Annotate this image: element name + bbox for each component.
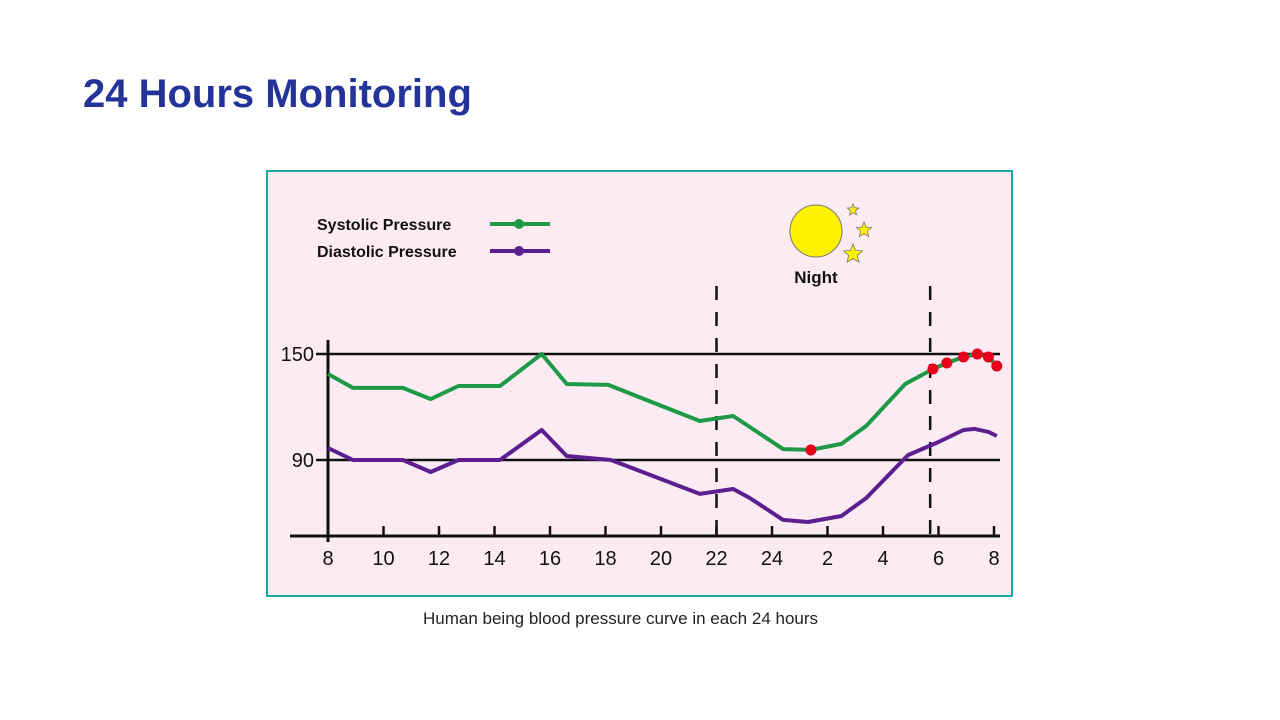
highlight-point [957, 351, 969, 363]
night-icon: Night [789, 202, 873, 287]
highlight-point [927, 363, 939, 375]
x-tick-label: 4 [877, 548, 888, 570]
x-tick-label: 24 [761, 548, 783, 570]
x-tick-label: 2 [822, 548, 833, 570]
star-icon [846, 202, 860, 216]
x-tick-label: 20 [650, 548, 672, 570]
y-tick-label: 150 [281, 344, 314, 366]
star-icon [855, 220, 873, 238]
x-tick-label: 12 [428, 548, 450, 570]
highlight-point [805, 444, 817, 456]
systolic-line [327, 352, 999, 452]
chart-frame: Systolic Pressure Diastolic Pressure Nig… [266, 170, 1013, 597]
highlight-point [971, 348, 983, 360]
blood-pressure-chart: Systolic Pressure Diastolic Pressure Nig… [281, 202, 1003, 570]
legend: Systolic Pressure Diastolic Pressure [317, 217, 550, 261]
x-tick-label: 8 [322, 548, 333, 570]
moon-icon [789, 204, 843, 258]
highlight-point [991, 360, 1003, 372]
x-tick-label: 16 [539, 548, 561, 570]
x-tick-label: 14 [483, 548, 505, 570]
legend-marker-systolic [514, 219, 524, 229]
legend-label-diastolic: Diastolic Pressure [317, 244, 457, 261]
highlight-point [982, 351, 994, 363]
x-tick-label: 18 [594, 548, 616, 570]
x-tick-label: 6 [933, 548, 944, 570]
y-tick-label: 90 [292, 450, 314, 472]
night-label: Night [794, 268, 838, 287]
slide-title: 24 Hours Monitoring [83, 72, 472, 116]
x-tick-label: 8 [988, 548, 999, 570]
x-tick-label: 22 [705, 548, 727, 570]
legend-label-systolic: Systolic Pressure [317, 217, 451, 234]
legend-marker-diastolic [514, 246, 524, 256]
figure-caption: Human being blood pressure curve in each… [423, 609, 819, 628]
diastolic-line [327, 426, 998, 524]
highlight-point [941, 357, 953, 369]
star-icon [842, 242, 864, 263]
x-tick-label: 10 [372, 548, 394, 570]
